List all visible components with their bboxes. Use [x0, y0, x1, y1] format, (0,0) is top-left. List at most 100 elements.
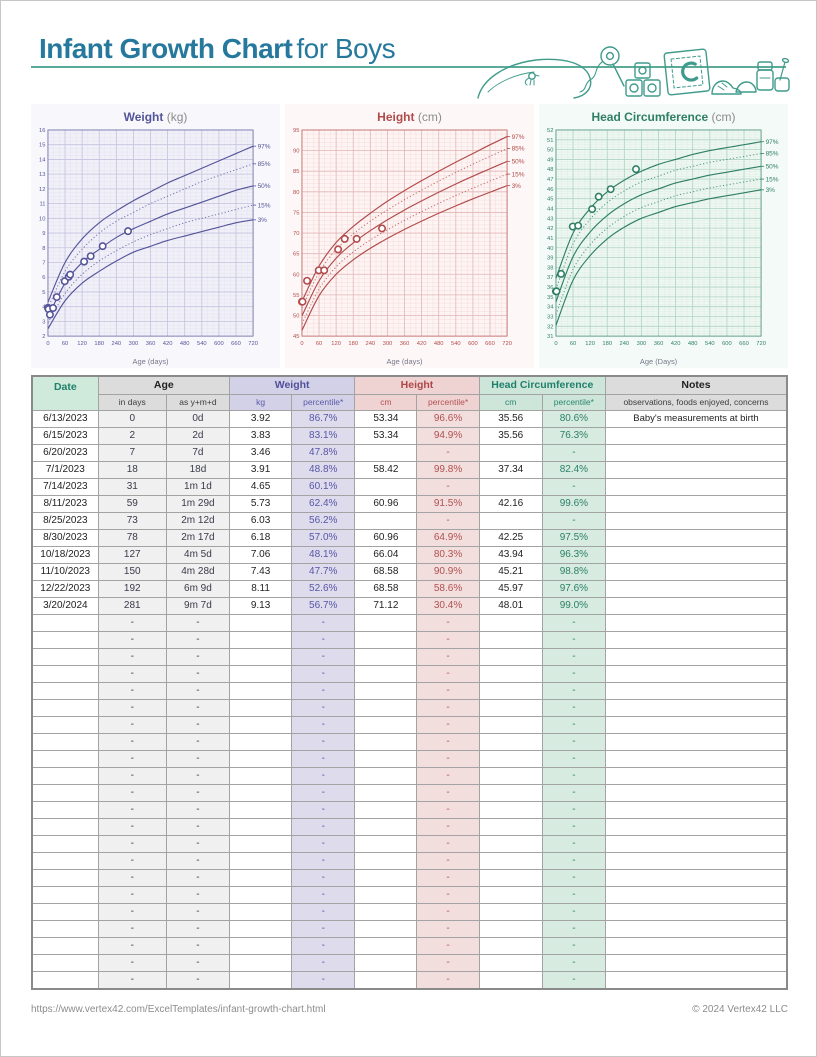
cell-head-cm: 35.56 — [478, 426, 543, 445]
cell-age-days: - — [97, 800, 167, 819]
empty-table-row: ----- — [31, 953, 788, 972]
cell-date — [31, 715, 99, 734]
svg-text:360: 360 — [654, 341, 664, 347]
svg-text:13: 13 — [39, 172, 45, 178]
svg-text:9: 9 — [42, 231, 45, 237]
cell-head-cm: 43.94 — [478, 545, 543, 564]
cell-date — [31, 919, 99, 938]
cell-weight-percentile: - — [291, 953, 356, 972]
cell-head-percentile: - — [541, 834, 606, 853]
page-title-suffix: for Boys — [296, 33, 396, 64]
footer-copyright: © 2024 Vertex42 LLC — [692, 1003, 788, 1015]
cell-height-percentile: - — [416, 936, 480, 955]
col-header-date: Date — [31, 375, 99, 411]
cell-head-cm: 42.25 — [478, 528, 543, 547]
cell-age-ymd: - — [165, 715, 231, 734]
svg-text:8: 8 — [42, 246, 45, 252]
cell-head-percentile: - — [541, 783, 606, 802]
svg-text:Age (Days): Age (Days) — [640, 357, 678, 366]
cell-height-percentile: 96.6% — [416, 409, 480, 428]
col-subheader-weight-percentile: percentile* — [291, 393, 356, 411]
empty-table-row: ----- — [31, 851, 788, 870]
svg-text:95: 95 — [293, 128, 299, 134]
col-subheader-age-ymd: as y+m+d — [165, 393, 231, 411]
cell-notes — [604, 800, 788, 819]
cell-weight-kg — [228, 902, 293, 921]
cell-head-cm: 45.97 — [478, 579, 543, 598]
col-subheader-height-percentile: percentile* — [416, 393, 480, 411]
svg-text:720: 720 — [502, 341, 512, 347]
cell-head-percentile: 76.3% — [541, 426, 606, 445]
cell-weight-kg — [228, 817, 293, 836]
svg-text:97%: 97% — [258, 143, 271, 150]
svg-text:5: 5 — [42, 290, 45, 296]
cell-head-percentile: - — [541, 766, 606, 785]
col-header-age: Age — [97, 375, 231, 395]
cell-head-cm: 45.21 — [478, 562, 543, 581]
cell-age-days: 73 — [97, 511, 167, 530]
col-header-head-circumference: Head Circumference — [478, 375, 606, 395]
cell-head-percentile: - — [541, 732, 606, 751]
cell-date — [31, 902, 99, 921]
cell-height-percentile: 80.3% — [416, 545, 480, 564]
svg-text:36: 36 — [547, 285, 553, 291]
measurement-row: 6/20/2023 7 7d 3.46 47.8% - - — [31, 443, 788, 462]
cell-weight-kg — [228, 936, 293, 955]
cell-head-percentile: - — [541, 715, 606, 734]
pillow-outline — [477, 58, 592, 99]
cell-height-cm — [354, 970, 418, 989]
cell-age-days: - — [97, 902, 167, 921]
cell-notes — [604, 477, 788, 496]
svg-text:660: 660 — [231, 341, 241, 347]
cell-weight-percentile: - — [291, 698, 356, 717]
cell-age-days: 78 — [97, 528, 167, 547]
svg-text:42: 42 — [547, 226, 553, 232]
measurement-row: 11/10/2023 150 4m 28d 7.43 47.7% 68.58 90.9% 45… — [31, 562, 788, 581]
svg-text:0: 0 — [46, 341, 49, 347]
cell-head-percentile: 97.6% — [541, 579, 606, 598]
cell-age-days: 0 — [97, 409, 167, 428]
cell-age-ymd: - — [165, 613, 231, 632]
col-header-notes: Notes — [604, 375, 788, 395]
svg-text:52: 52 — [547, 128, 553, 134]
cell-height-percentile: 94.9% — [416, 426, 480, 445]
empty-table-row: ----- — [31, 783, 788, 802]
cell-weight-percentile: 83.1% — [291, 426, 356, 445]
cell-notes — [604, 936, 788, 955]
cell-date — [31, 834, 99, 853]
weight-chart-title: Weight (kg) — [123, 110, 188, 124]
cell-age-days: 7 — [97, 443, 167, 462]
charts-row: Weight (kg) 97% 85% 50% 15% 3% 2 3 4 5 6 7 8 9 10 11 12… — [31, 104, 788, 368]
cell-height-cm — [354, 732, 418, 751]
cell-age-days: - — [97, 698, 167, 717]
cell-height-cm — [354, 443, 418, 462]
cell-notes — [604, 783, 788, 802]
cell-notes — [604, 749, 788, 768]
svg-text:38: 38 — [547, 265, 553, 271]
cell-notes — [604, 681, 788, 700]
cell-notes — [604, 579, 788, 598]
cell-height-cm: 66.04 — [354, 545, 418, 564]
cell-age-ymd: - — [165, 970, 231, 989]
svg-text:240: 240 — [112, 341, 122, 347]
cell-weight-kg: 3.83 — [228, 426, 293, 445]
svg-text:600: 600 — [214, 341, 224, 347]
cell-height-percentile: - — [416, 715, 480, 734]
cell-head-percentile: - — [541, 647, 606, 666]
cell-age-ymd: 6m 9d — [165, 579, 231, 598]
cell-height-cm — [354, 630, 418, 649]
cell-date — [31, 698, 99, 717]
col-subheader-notes: observations, foods enjoyed, concerns — [604, 393, 788, 411]
empty-table-row: ----- — [31, 902, 788, 921]
cell-weight-kg — [228, 919, 293, 938]
cell-head-cm — [478, 630, 543, 649]
cell-notes — [604, 715, 788, 734]
cell-notes: Baby's measurements at birth — [604, 409, 788, 428]
cell-weight-percentile: - — [291, 851, 356, 870]
footer-url-link[interactable]: https://www.vertex42.com/ExcelTemplates/… — [31, 1003, 326, 1015]
svg-text:3%: 3% — [766, 187, 776, 194]
svg-text:3%: 3% — [258, 217, 268, 224]
measurement-row: 10/18/2023 127 4m 5d 7.06 48.1% 66.04 80.3% 43.… — [31, 545, 788, 564]
cell-age-ymd: - — [165, 647, 231, 666]
